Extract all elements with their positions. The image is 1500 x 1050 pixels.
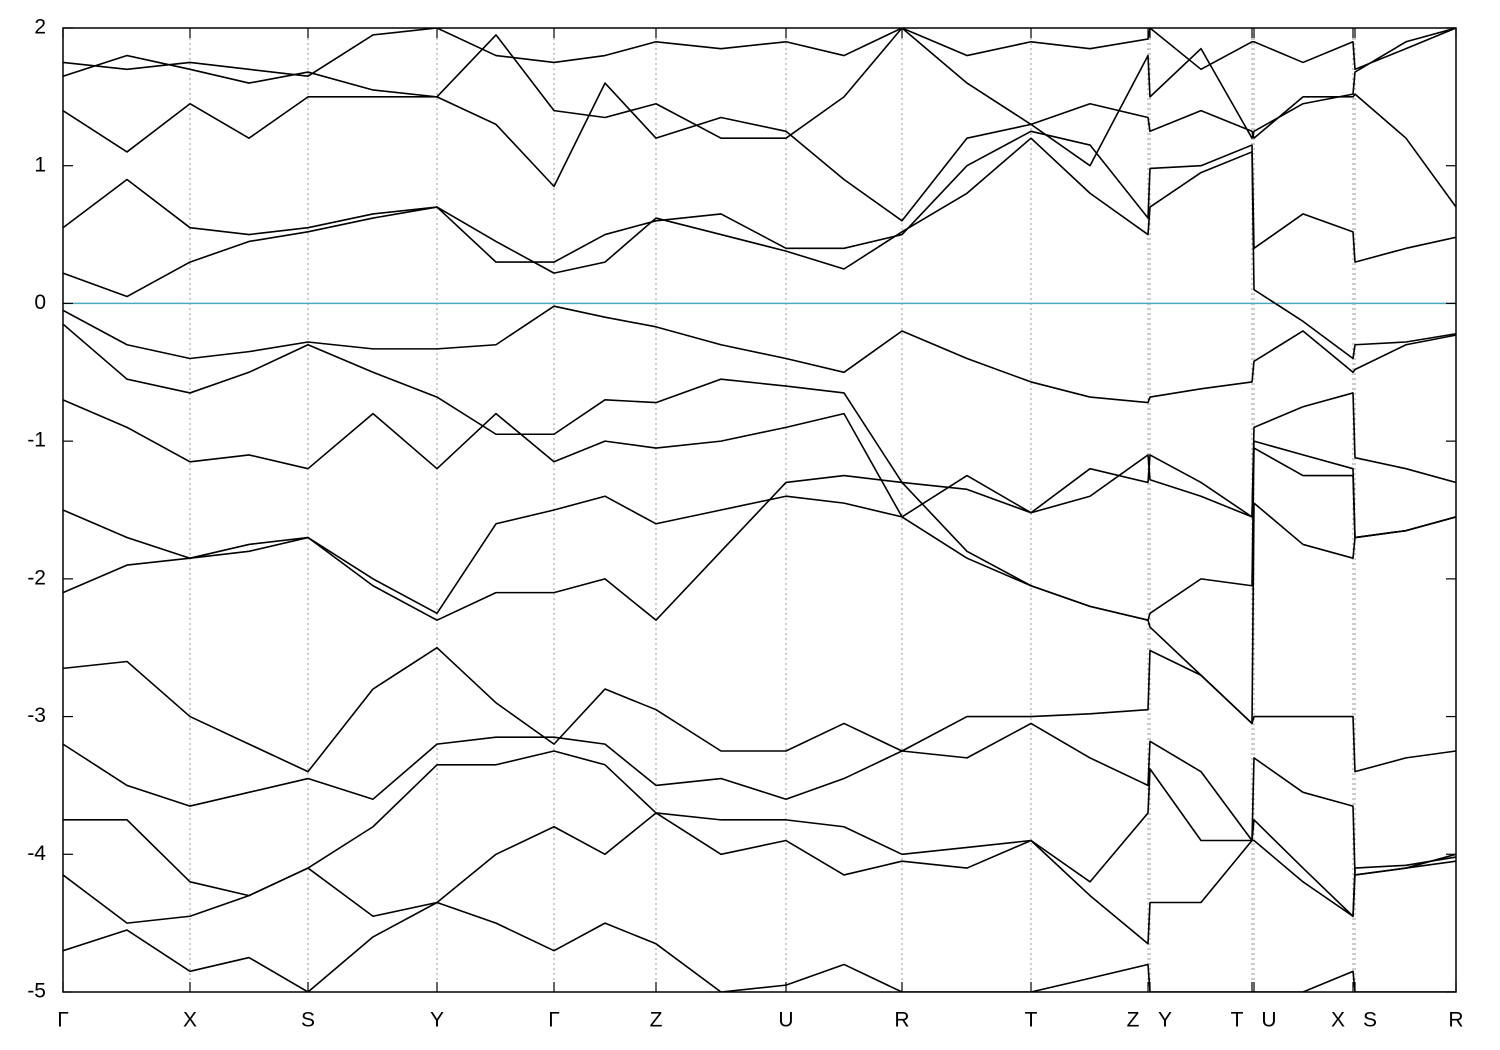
band-line (63, 722, 1456, 876)
x-tick-label: R (894, 1009, 909, 1032)
x-tick-label: Y (1158, 1009, 1172, 1032)
band-line (63, 812, 1456, 945)
x-tick-label: T (1025, 1009, 1038, 1032)
x-tick-label: Z (650, 1009, 663, 1032)
y-tick-label: -4 (27, 842, 46, 865)
x-tick-label: U (778, 1009, 793, 1032)
plot-area (63, 28, 1456, 992)
x-tick-label: Y (430, 1009, 444, 1032)
band-line (63, 474, 1456, 725)
y-tick-label: 0 (34, 291, 46, 314)
band-line (63, 130, 1456, 263)
y-tick-label: -2 (27, 566, 46, 589)
band-line (63, 28, 1456, 167)
band-line (63, 399, 1456, 539)
x-tick-label: S (1363, 1009, 1377, 1032)
band-line (63, 750, 1456, 918)
y-tick-label: -1 (27, 429, 46, 452)
band-line (63, 28, 1456, 77)
x-tick-label: Γ (548, 1009, 560, 1032)
y-tick-label: -3 (27, 704, 46, 727)
x-tick-label: S (301, 1009, 315, 1032)
x-tick-label: X (183, 1009, 197, 1032)
band-line (63, 323, 1456, 518)
x-tick-label: R (1448, 1009, 1463, 1032)
band-line (63, 646, 1456, 773)
x-tick-label: T (1231, 1009, 1244, 1032)
band-line (63, 447, 1456, 621)
y-tick-label: 2 (34, 16, 46, 39)
x-tick-label: X (1331, 1009, 1345, 1032)
band-line (63, 305, 1456, 404)
band-line (63, 137, 1456, 360)
x-tick-label: U (1261, 1009, 1276, 1032)
x-tick-label: Z (1127, 1009, 1140, 1032)
y-tick-label: -5 (27, 980, 46, 1003)
y-tick-label: 1 (34, 153, 46, 176)
frame (62, 27, 1457, 993)
x-tick-label: Γ (57, 1009, 69, 1032)
band-line (63, 901, 1456, 992)
